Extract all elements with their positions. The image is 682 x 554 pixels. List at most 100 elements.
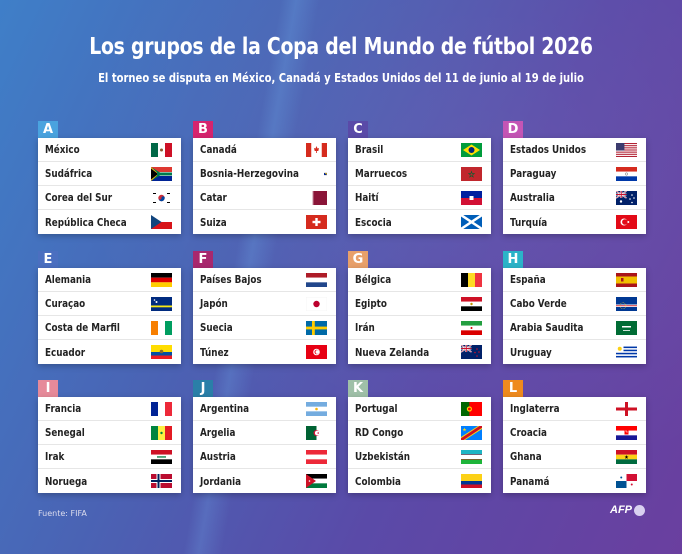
team-name: Croacia [510,426,547,439]
group-card: Alemania Curaçao Costa de Marfil Ecuador [38,268,181,364]
group-card: México Sudáfrica Corea del Sur República Ch… [38,138,181,234]
team-row: Curaçao [38,292,181,316]
group-b: B Canadá Bosnia-Herzegovina Catar Suiza [193,121,336,234]
bosnia-flag-icon [323,172,327,175]
group-letter-badge: K [348,380,368,397]
team-row: Bosnia-Herzegovina [193,162,336,186]
team-name: España [510,273,546,286]
group-f: F Países Bajos Japón Suecia Túnez [193,251,336,364]
team-name: Escocia [355,215,392,229]
japan-flag-icon [306,296,327,311]
egypt-flag-icon [461,296,482,311]
group-d: D Estados Unidos Paraguay Australia Turquía [503,121,646,234]
team-row: Australia [503,186,646,210]
team-name: México [45,143,80,156]
team-row: Arabia Saudita [503,316,646,340]
croatia-flag-icon [616,425,637,440]
group-card: Inglaterra Croacia Ghana Panamá [503,397,646,493]
team-row: Egipto [348,292,491,316]
team-row: Argelia [193,421,336,445]
team-name: Suiza [200,215,227,229]
team-row: Escocia [348,210,491,234]
team-row: Austria [193,445,336,469]
team-row: Cabo Verde [503,292,646,316]
group-letter-badge: D [503,121,523,138]
team-name: Catar [200,191,227,204]
team-row: Bélgica [348,268,491,292]
team-row: Japón [193,292,336,316]
belgium-flag-icon [461,272,482,287]
team-row: Irak [38,445,181,469]
team-name: República Checa [45,215,127,229]
team-name: Costa de Marfil [45,321,120,334]
haiti-flag-icon [461,190,482,205]
team-name: Ghana [510,450,542,463]
iraq-flag-icon [151,449,172,464]
group-letter-badge: E [38,251,58,268]
team-row: Estados Unidos [503,138,646,162]
saudi-arabia-flag-icon [616,320,637,335]
team-row: Sudáfrica [38,162,181,186]
group-letter-badge: G [348,251,368,268]
norway-flag-icon [151,474,172,488]
paraguay-flag-icon [616,166,637,181]
afp-logo: AFP [610,504,645,516]
team-row: Irán [348,316,491,340]
team-name: Canadá [200,143,237,156]
team-row: Argentina [193,397,336,421]
group-i: I Francia Senegal Irak Noruega [38,380,181,493]
team-row: Francia [38,397,181,421]
switzerland-flag-icon [306,215,327,229]
afp-logo-icon [634,504,645,516]
turkey-flag-icon [616,215,637,229]
team-name: Jordania [200,474,242,488]
czech-republic-flag-icon [151,215,172,229]
group-card: Bélgica Egipto Irán Nueva Zelanda [348,268,491,364]
team-name: Corea del Sur [45,191,113,204]
senegal-flag-icon [151,425,172,440]
team-row: Brasil [348,138,491,162]
group-letter-badge: C [348,121,368,138]
team-row: Suecia [193,316,336,340]
mexico-flag-icon [151,142,172,157]
team-row: Inglaterra [503,397,646,421]
uzbekistan-flag-icon [461,449,482,464]
iran-flag-icon [461,320,482,335]
group-letter-badge: F [193,251,213,268]
team-name: Inglaterra [510,402,560,415]
team-name: Uzbekistán [355,450,411,463]
team-name: Alemania [45,273,92,286]
portugal-flag-icon [461,401,482,416]
group-card: Brasil Marruecos Haití Escocia [348,138,491,234]
morocco-flag-icon [461,166,482,181]
team-row: Nueva Zelanda [348,340,491,364]
group-letter-badge: I [38,380,58,397]
south-africa-flag-icon [151,166,172,181]
netherlands-flag-icon [306,272,327,287]
group-letter-badge: L [503,380,523,397]
spain-flag-icon [616,272,637,287]
team-name: RD Congo [355,426,404,439]
team-name: Túnez [200,345,229,359]
team-name: Bélgica [355,273,392,286]
team-row: Marruecos [348,162,491,186]
group-g: G Bélgica Egipto Irán Nueva Zelanda [348,251,491,364]
team-row: Croacia [503,421,646,445]
team-name: Países Bajos [200,273,262,286]
austria-flag-icon [306,449,327,464]
curacao-flag-icon [151,296,172,311]
groups-grid: A México Sudáfrica Corea del Sur República C… [38,121,646,495]
team-row: Senegal [38,421,181,445]
team-name: Sudáfrica [45,167,93,180]
team-name: Cabo Verde [510,297,567,310]
tunisia-flag-icon [306,345,327,359]
team-name: Brasil [355,143,384,156]
team-row: México [38,138,181,162]
sweden-flag-icon [306,320,327,335]
team-name: Arabia Saudita [510,321,584,334]
group-e: E Alemania Curaçao Costa de Marfil Ecuador [38,251,181,364]
group-card: Francia Senegal Irak Noruega [38,397,181,493]
afp-logo-text: AFP [610,504,632,516]
scotland-flag-icon [461,215,482,229]
group-letter-badge: H [503,251,523,268]
